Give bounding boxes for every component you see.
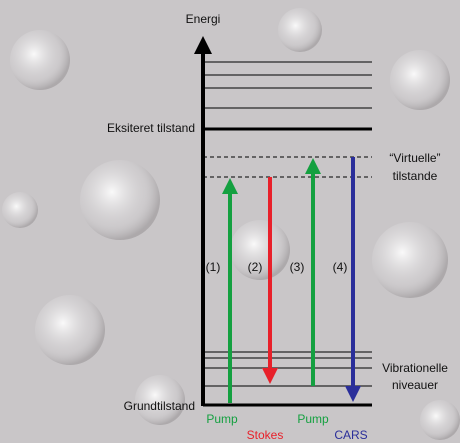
transition-number: (3) (290, 260, 305, 274)
transition-number: (4) (333, 260, 348, 274)
level-label: Eksiteret tilstand (107, 121, 195, 135)
axis-label: Energi (186, 12, 221, 26)
diagram: Energi Eksiteret tilstand Grundtilstand … (0, 0, 460, 443)
transition-number: (1) (206, 260, 221, 274)
transition-label: Pump (206, 412, 238, 426)
transition-label: CARS (334, 428, 367, 442)
transition-label: Pump (297, 412, 329, 426)
level-label: tilstande (393, 169, 438, 183)
level-label: Grundtilstand (124, 399, 195, 413)
level-label: niveauer (392, 378, 438, 392)
level-label: Vibrationelle (382, 361, 448, 375)
transition-number: (2) (248, 260, 263, 274)
level-label: “Virtuelle” (389, 151, 440, 165)
transition-label: Stokes (247, 428, 284, 442)
